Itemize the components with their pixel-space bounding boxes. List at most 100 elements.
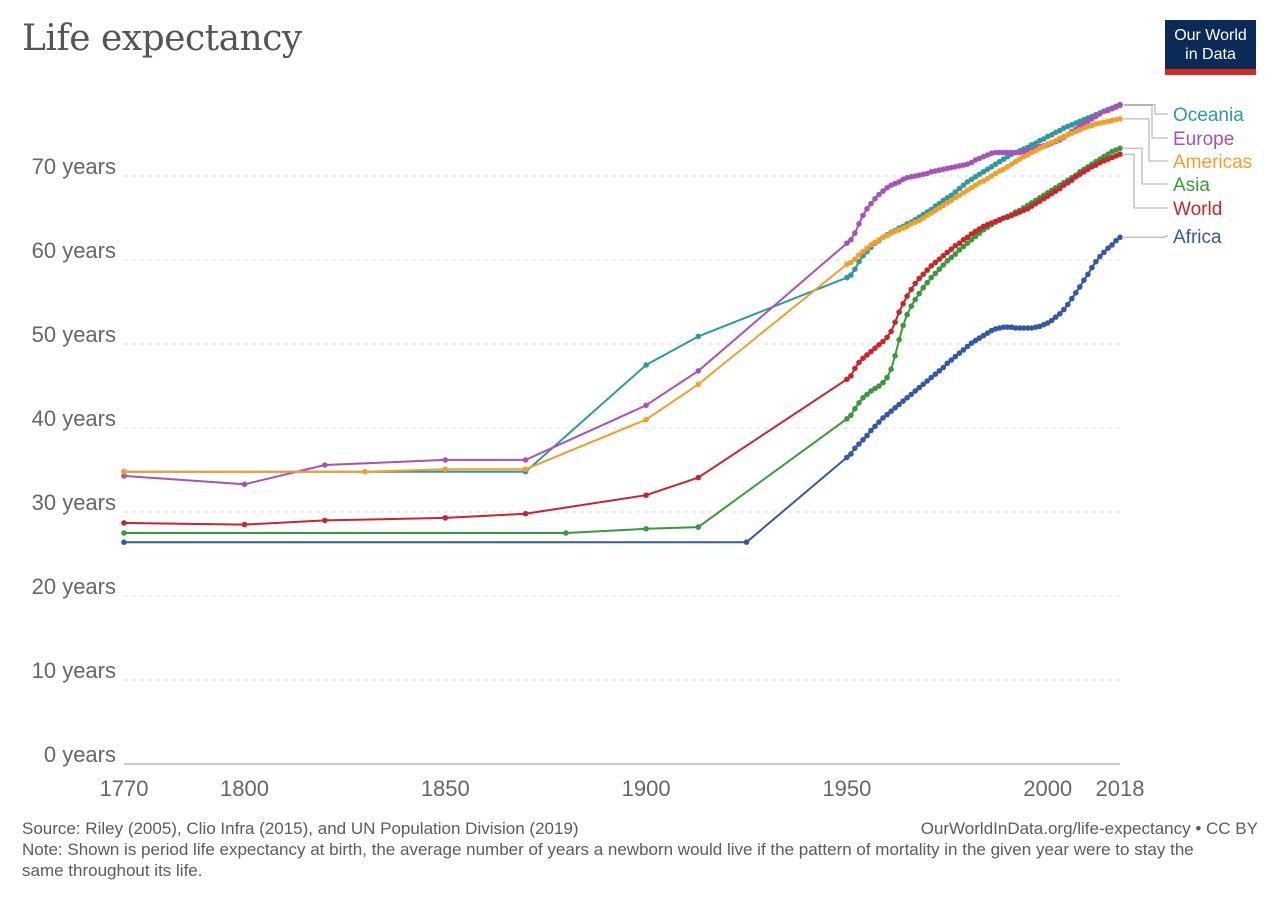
data-point[interactable] <box>888 328 894 335</box>
data-point[interactable] <box>1020 325 1027 331</box>
data-point[interactable] <box>904 395 910 401</box>
data-point[interactable] <box>241 481 248 488</box>
data-point[interactable] <box>1004 324 1011 331</box>
data-point[interactable] <box>1048 132 1055 138</box>
data-point[interactable] <box>960 190 967 196</box>
data-point[interactable] <box>860 248 866 255</box>
data-point[interactable] <box>121 530 127 536</box>
data-point[interactable] <box>992 161 999 167</box>
data-point[interactable] <box>848 272 854 278</box>
data-point[interactable] <box>976 226 983 232</box>
data-point[interactable] <box>988 164 995 170</box>
data-point[interactable] <box>848 412 854 419</box>
data-point[interactable] <box>952 353 959 360</box>
data-point[interactable] <box>848 373 854 379</box>
data-point[interactable] <box>940 262 947 268</box>
data-point[interactable] <box>924 378 930 384</box>
data-point[interactable] <box>1117 116 1123 122</box>
data-point[interactable] <box>916 217 922 224</box>
data-point[interactable] <box>992 170 999 177</box>
data-point[interactable] <box>896 309 902 315</box>
data-point[interactable] <box>892 353 898 359</box>
data-point[interactable] <box>896 337 902 343</box>
data-point[interactable] <box>1040 195 1047 202</box>
data-point[interactable] <box>908 286 914 293</box>
data-point[interactable] <box>1057 185 1063 192</box>
data-point[interactable] <box>884 411 890 418</box>
data-point[interactable] <box>872 195 878 202</box>
data-point[interactable] <box>940 253 947 259</box>
data-point[interactable] <box>968 237 975 243</box>
data-point[interactable] <box>1105 245 1111 251</box>
data-point[interactable] <box>1101 249 1107 256</box>
data-point[interactable] <box>1117 234 1123 241</box>
data-point[interactable] <box>984 166 991 173</box>
data-point[interactable] <box>960 347 967 353</box>
data-point[interactable] <box>864 432 870 439</box>
data-point[interactable] <box>1004 153 1011 160</box>
data-point[interactable] <box>928 274 934 281</box>
data-point[interactable] <box>1052 188 1059 194</box>
data-point[interactable] <box>932 270 939 277</box>
data-point[interactable] <box>928 210 934 216</box>
data-point[interactable] <box>940 197 947 204</box>
data-point[interactable] <box>1000 166 1007 173</box>
series-line-americas[interactable] <box>124 117 1121 473</box>
data-point[interactable] <box>932 207 939 214</box>
data-point[interactable] <box>944 360 951 367</box>
data-point[interactable] <box>848 451 854 457</box>
data-point[interactable] <box>852 405 858 412</box>
data-point[interactable] <box>880 338 886 345</box>
legend-label-asia[interactable]: Asia <box>1173 175 1210 196</box>
data-point[interactable] <box>908 303 914 310</box>
credit-link[interactable]: OurWorldInData.org/life-expectancy • CC … <box>920 819 1258 838</box>
data-point[interactable] <box>844 240 850 246</box>
data-point[interactable] <box>1061 182 1067 188</box>
data-point[interactable] <box>940 364 947 371</box>
data-point[interactable] <box>1117 145 1123 152</box>
data-point[interactable] <box>856 359 862 366</box>
data-point[interactable] <box>968 176 975 183</box>
data-point[interactable] <box>1044 320 1051 326</box>
data-point[interactable] <box>984 175 991 182</box>
data-point[interactable] <box>1073 290 1079 296</box>
data-point[interactable] <box>864 352 870 358</box>
data-point[interactable] <box>860 355 866 362</box>
data-point[interactable] <box>1057 311 1063 317</box>
data-point[interactable] <box>952 242 959 249</box>
data-point[interactable] <box>976 171 983 178</box>
data-point[interactable] <box>900 300 906 307</box>
data-point[interactable] <box>695 524 702 530</box>
data-point[interactable] <box>920 284 926 291</box>
data-point[interactable] <box>912 296 918 303</box>
data-point[interactable] <box>1077 171 1083 178</box>
data-point[interactable] <box>932 259 939 266</box>
data-point[interactable] <box>1085 271 1091 278</box>
data-point[interactable] <box>884 374 890 381</box>
data-point[interactable] <box>852 365 858 372</box>
data-point[interactable] <box>992 149 999 156</box>
data-point[interactable] <box>1000 156 1007 162</box>
data-point[interactable] <box>563 530 569 536</box>
data-point[interactable] <box>695 474 702 481</box>
data-point[interactable] <box>964 187 971 194</box>
data-point[interactable] <box>362 468 368 475</box>
data-point[interactable] <box>1012 158 1019 165</box>
data-point[interactable] <box>743 539 750 545</box>
data-point[interactable] <box>1004 164 1011 170</box>
data-point[interactable] <box>944 195 951 201</box>
data-point[interactable] <box>121 473 127 479</box>
data-point[interactable] <box>956 247 963 253</box>
data-point[interactable] <box>924 279 930 286</box>
data-point[interactable] <box>948 197 955 204</box>
data-point[interactable] <box>852 256 858 263</box>
data-point[interactable] <box>916 384 922 391</box>
data-point[interactable] <box>1069 177 1075 183</box>
data-point[interactable] <box>988 173 995 179</box>
data-point[interactable] <box>1036 198 1043 204</box>
data-point[interactable] <box>904 311 910 318</box>
data-point[interactable] <box>1085 118 1091 125</box>
data-point[interactable] <box>1093 162 1099 168</box>
series-americas[interactable] <box>121 116 1123 475</box>
data-point[interactable] <box>864 245 870 251</box>
